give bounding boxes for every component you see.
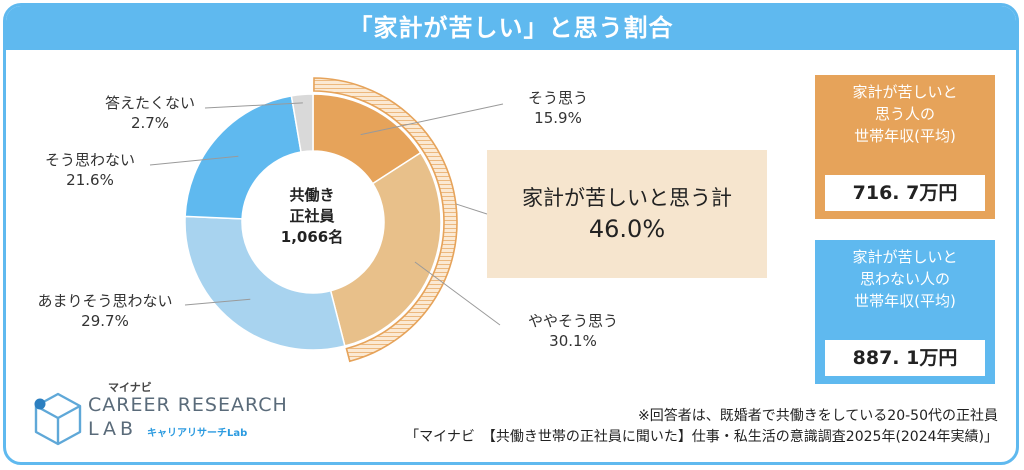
cube-logo-icon xyxy=(34,392,82,446)
value-label: 30.1% xyxy=(549,332,597,350)
label-amari-sou-omowanai: あまりそう思わない 29.7% xyxy=(20,291,190,331)
total-hard-box: 家計が苦しいと思う計 46.0% xyxy=(487,150,767,278)
leader-line-amari-sou-omowanai xyxy=(184,298,251,306)
label-sou-omowanai: そう思わない 21.6% xyxy=(30,150,150,190)
slice-kotaetakunai xyxy=(290,93,314,153)
income-not-hard-value: 887. 1万円 xyxy=(825,340,985,376)
footnote: ※回答者は、既婚者で共働きをしている20-50代の正社員 「マイナビ 【共働き世… xyxy=(405,406,998,448)
category-label: ややそう思う xyxy=(527,312,618,330)
value-label: 29.7% xyxy=(81,312,129,330)
total-hard-value: 46.0% xyxy=(588,215,666,243)
label-sou-omou: そう思う 15.9% xyxy=(503,88,613,128)
leader-line-sou-omou xyxy=(360,103,504,136)
logo-line1: CAREER RESEARCH xyxy=(88,394,288,416)
slice-amari-sou-omowanai xyxy=(184,215,346,351)
income-hard-label: 家計が苦しいと 思う人の 世帯年収(平均) xyxy=(852,83,958,145)
highlight-ring xyxy=(313,77,458,363)
income-hard-card: 家計が苦しいと 思う人の 世帯年収(平均) 716. 7万円 xyxy=(815,75,995,219)
chart-title: 「家計が苦しい」と思う割合 xyxy=(6,6,1016,50)
leader-line-sou-omowanai xyxy=(149,155,239,166)
category-label: あまりそう思わない xyxy=(37,292,173,310)
footnote-line: 「マイナビ 【共働き世帯の正社員に聞いた】仕事・私生活の意識調査2025年(20… xyxy=(405,429,998,445)
income-hard-value: 716. 7万円 xyxy=(825,175,985,211)
value-label: 21.6% xyxy=(66,171,114,189)
leader-line-kotaetakunai xyxy=(204,102,303,109)
category-label: そう思う xyxy=(527,89,588,107)
value-label: 2.7% xyxy=(130,114,170,132)
label-yaya-sou-omou: ややそう思う 30.1% xyxy=(503,311,643,351)
slice-sou-omowanai xyxy=(184,94,302,220)
category-label: 答えたくない xyxy=(104,94,195,112)
footnote-line: ※回答者は、既婚者で共働きをしている20-50代の正社員 xyxy=(638,408,998,424)
career-research-lab-logo: マイナビ CAREER RESEARCH LAB キャリアリサーチLab xyxy=(30,378,287,448)
logo-line2: LAB xyxy=(88,418,138,440)
donut-center-label: 共働き 正社員 1,066名 xyxy=(280,186,344,246)
total-hard-label: 家計が苦しいと思う計 xyxy=(522,186,732,210)
logo-brand: マイナビ xyxy=(108,381,152,394)
income-not-hard-label: 家計が苦しいと 思わない人の 世帯年収(平均) xyxy=(852,248,958,310)
slice-yaya-sou-omou xyxy=(329,151,442,347)
income-not-hard-card: 家計が苦しいと 思わない人の 世帯年収(平均) 887. 1万円 xyxy=(815,240,995,384)
logo-kana: キャリアリサーチLab xyxy=(147,428,248,439)
label-kotaetakunai: 答えたくない 2.7% xyxy=(90,93,210,133)
category-label: そう思わない xyxy=(44,151,135,169)
leader-line-yaya-sou-omou xyxy=(414,261,501,326)
value-label: 15.9% xyxy=(534,109,582,127)
leader-line-total xyxy=(455,203,488,215)
